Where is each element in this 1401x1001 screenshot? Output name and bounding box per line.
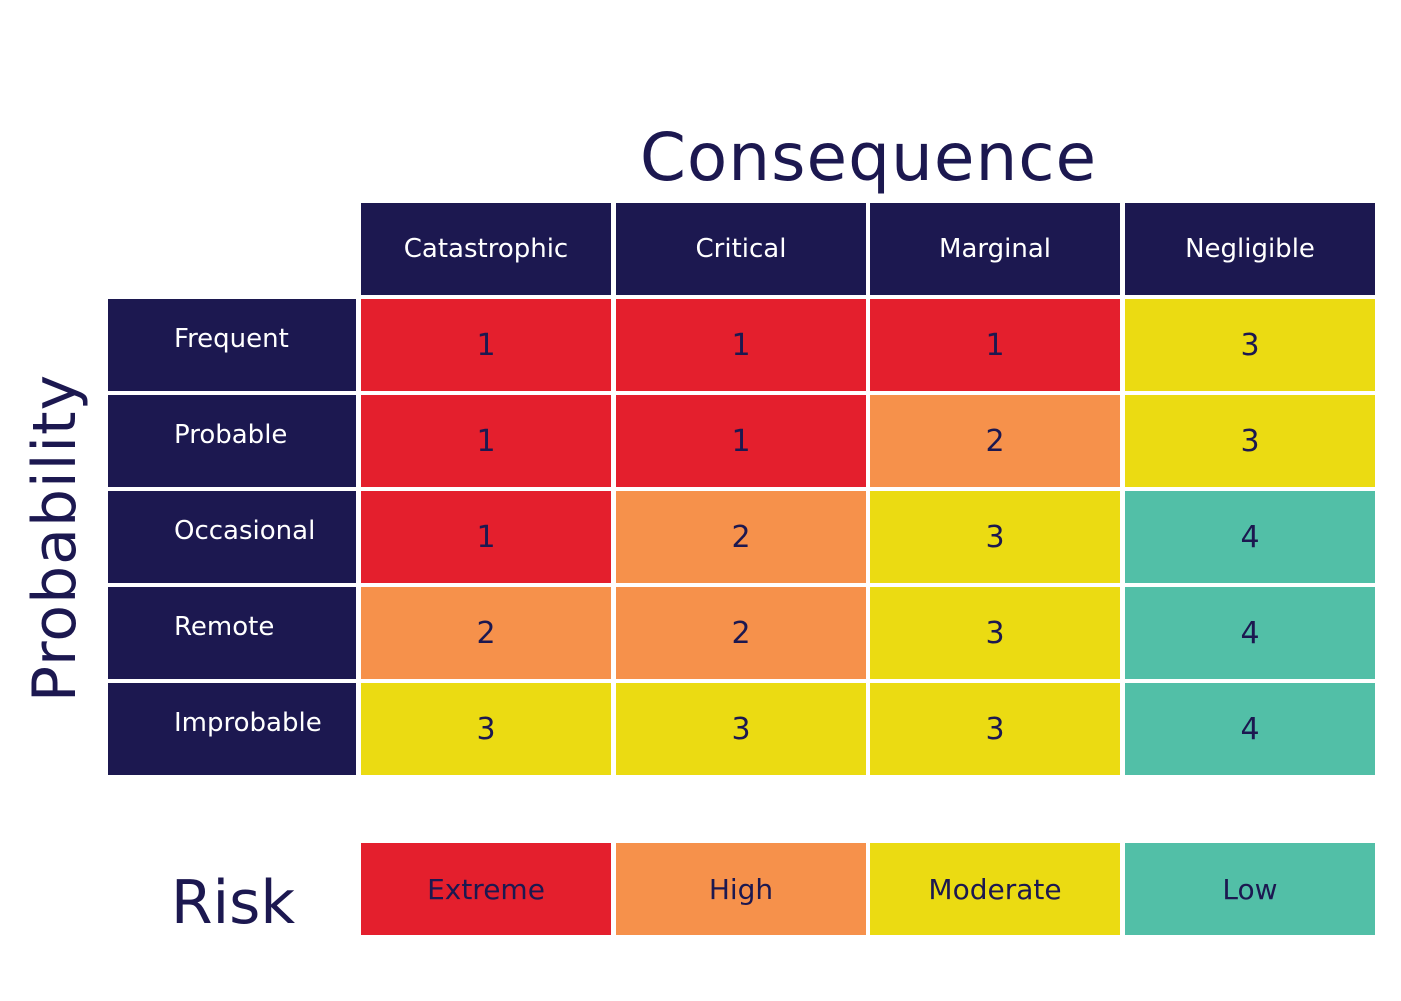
matrix-cell-improbable-marginal: 3 [870, 683, 1120, 775]
matrix-cell-remote-catastrophic: 2 [361, 587, 611, 679]
column-header-critical: Critical [616, 203, 866, 295]
matrix-cell-probable-marginal: 2 [870, 395, 1120, 487]
row-header-label: Remote [174, 612, 275, 642]
matrix-cell-frequent-catastrophic: 1 [361, 299, 611, 391]
matrix-cell-occasional-catastrophic: 1 [361, 491, 611, 583]
column-header-negligible: Negligible [1125, 203, 1375, 295]
row-header-probable: Probable [108, 395, 356, 487]
column-header-catastrophic: Catastrophic [361, 203, 611, 295]
matrix-cell-remote-negligible: 4 [1125, 587, 1375, 679]
legend-high: High [616, 843, 866, 935]
row-header-frequent: Frequent [108, 299, 356, 391]
row-header-label: Probable [174, 420, 288, 450]
row-header-label: Frequent [174, 324, 289, 354]
matrix-cell-occasional-negligible: 4 [1125, 491, 1375, 583]
legend-low: Low [1125, 843, 1375, 935]
probability-title-text: Probability [20, 373, 90, 703]
matrix-cell-probable-critical: 1 [616, 395, 866, 487]
row-header-label: Occasional [174, 516, 316, 546]
matrix-cell-probable-negligible: 3 [1125, 395, 1375, 487]
matrix-cell-occasional-marginal: 3 [870, 491, 1120, 583]
row-header-improbable: Improbable [108, 683, 356, 775]
matrix-cell-frequent-negligible: 3 [1125, 299, 1375, 391]
matrix-cell-frequent-marginal: 1 [870, 299, 1120, 391]
risk-title: Risk [170, 868, 296, 938]
consequence-title: Consequence [639, 119, 1098, 196]
matrix-cell-remote-critical: 2 [616, 587, 866, 679]
matrix-cell-improbable-critical: 3 [616, 683, 866, 775]
matrix-cell-probable-catastrophic: 1 [361, 395, 611, 487]
matrix-cell-frequent-critical: 1 [616, 299, 866, 391]
matrix-cell-occasional-critical: 2 [616, 491, 866, 583]
matrix-cell-improbable-catastrophic: 3 [361, 683, 611, 775]
matrix-cell-improbable-negligible: 4 [1125, 683, 1375, 775]
legend-extreme: Extreme [361, 843, 611, 935]
row-header-label: Improbable [174, 708, 322, 738]
row-header-occasional: Occasional [108, 491, 356, 583]
row-header-remote: Remote [108, 587, 356, 679]
legend-moderate: Moderate [870, 843, 1120, 935]
matrix-cell-remote-marginal: 3 [870, 587, 1120, 679]
column-header-marginal: Marginal [870, 203, 1120, 295]
